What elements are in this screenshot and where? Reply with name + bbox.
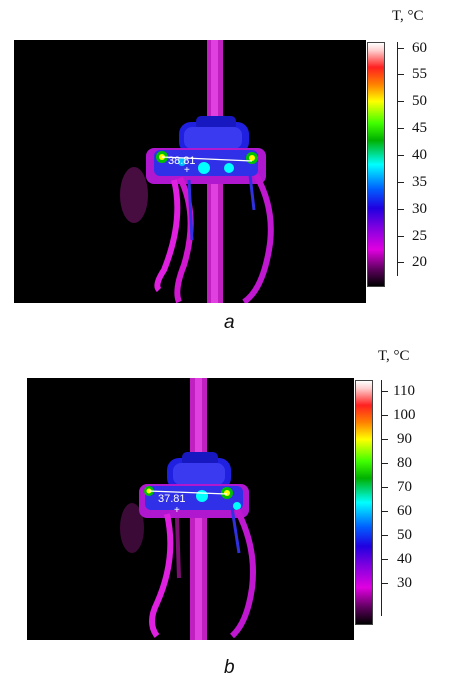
scale-tick: 90 [397, 431, 412, 447]
scale-axis [381, 380, 382, 616]
thermogram-panel-a: T, °C [0, 0, 452, 335]
scale-tick: 60 [412, 40, 427, 56]
panel-caption: a [224, 312, 235, 333]
scale-tick: 40 [412, 147, 427, 163]
thermal-image: 37.81 + [27, 378, 354, 640]
color-scale-bar [367, 42, 385, 287]
temperature-reading: 37.81 [158, 493, 186, 505]
svg-text:+: + [184, 165, 190, 176]
svg-text:+: + [174, 505, 180, 516]
scale-tick: 40 [397, 551, 412, 567]
color-scale-bar [355, 380, 373, 625]
scale-tick: 60 [397, 503, 412, 519]
unit-label: T, °C [392, 8, 424, 24]
scale-tick: 100 [393, 407, 416, 423]
scale-tick: 80 [397, 455, 412, 471]
scale-axis [397, 42, 398, 276]
scale-tick: 50 [412, 93, 427, 109]
scale-tick: 45 [412, 120, 427, 136]
scale-tick: 25 [412, 228, 427, 244]
thermogram-panel-b: T, °C [0, 345, 452, 683]
panel-caption: b [224, 657, 235, 678]
scale-tick: 30 [412, 201, 427, 217]
scale-tick: 110 [393, 383, 415, 399]
scale-tick: 35 [412, 174, 427, 190]
scale-tick: 30 [397, 575, 412, 591]
scale-tick: 55 [412, 66, 427, 82]
scale-tick: 50 [397, 527, 412, 543]
unit-label: T, °C [378, 348, 410, 364]
scale-tick: 20 [412, 254, 427, 270]
temperature-reading: 38.81 [168, 155, 196, 167]
scale-tick: 70 [397, 479, 412, 495]
thermal-image: 38.81 + [14, 40, 366, 303]
